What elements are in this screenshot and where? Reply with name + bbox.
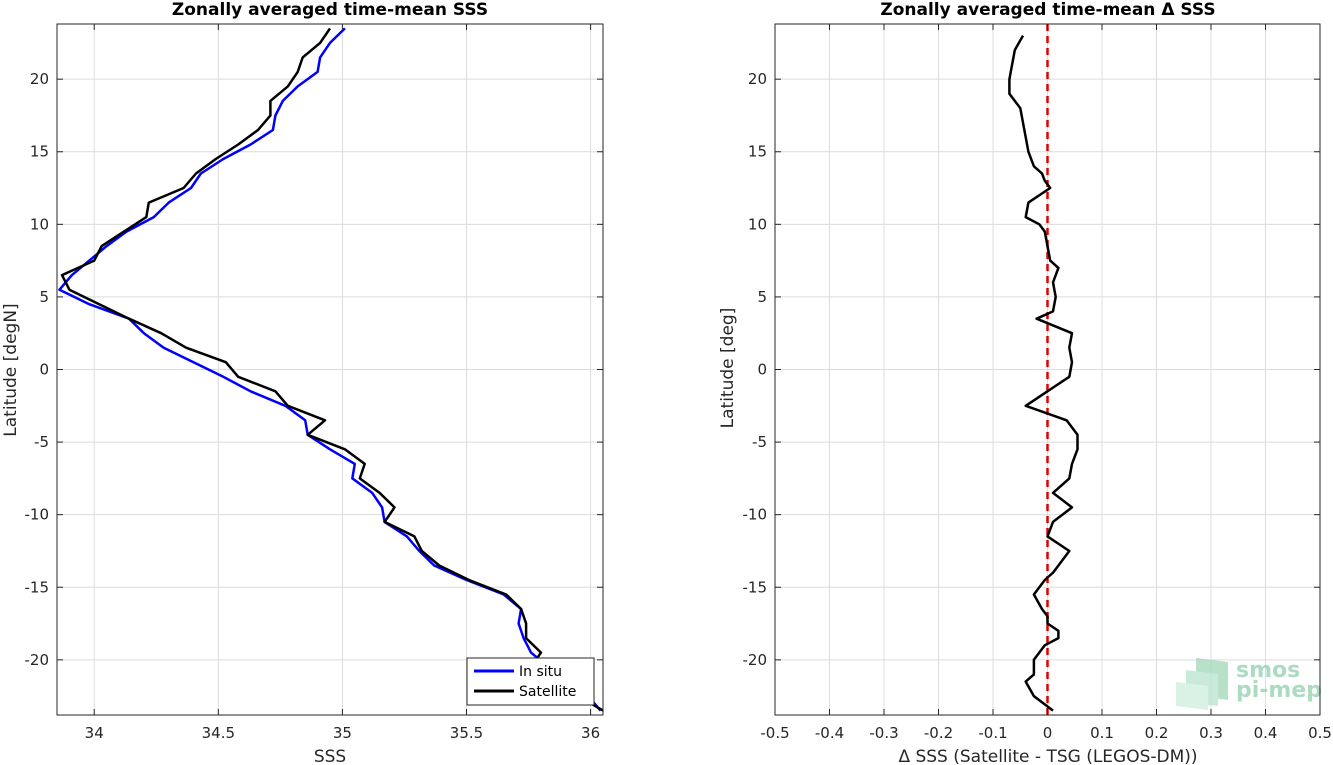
chart-title: Zonally averaged time-mean SSS xyxy=(172,0,488,20)
logo-text-smos: smos xyxy=(1236,658,1300,683)
x-tick-label: -0.2 xyxy=(924,724,953,742)
y-tick-label: 0 xyxy=(39,361,49,379)
series-layer xyxy=(58,27,604,712)
y-tick-label: -20 xyxy=(743,651,768,669)
x-tick-label: 0 xyxy=(1043,724,1053,742)
axis-ticks: -0.5 -0.4 -0.3 -0.2 -0.1 0 0.1 0.2 0.3 0.4 0.5 -20 -… xyxy=(743,24,1332,742)
x-tick-label: -0.5 xyxy=(760,724,789,742)
axis-ticks: 34 34.5 35 35.5 36 -20 -15 -10 -5 0 5 10 15 20 xyxy=(25,24,603,742)
x-tick-label: 35 xyxy=(333,724,352,742)
legend-label-in-situ: In situ xyxy=(519,664,562,680)
chart-title: Zonally averaged time-mean Δ SSS xyxy=(880,0,1215,20)
x-tick-label: 0.3 xyxy=(1199,724,1223,742)
y-tick-label: 15 xyxy=(30,143,49,161)
series-line-in-situ xyxy=(58,27,602,712)
y-tick-label: -15 xyxy=(743,578,768,596)
legend-label-satellite: Satellite xyxy=(519,684,576,700)
chart-delta-sss: Zonally averaged time-mean Δ SSS smos pi… xyxy=(718,0,1332,765)
y-tick-label: -15 xyxy=(25,578,50,596)
grid xyxy=(57,24,603,715)
x-tick-label: -0.1 xyxy=(978,724,1007,742)
x-tick-label: 0.5 xyxy=(1308,724,1332,742)
y-axis-label: Latitude [deg] xyxy=(718,308,738,429)
x-tick-label: 34.5 xyxy=(202,724,235,742)
logo-layer-icon xyxy=(1176,682,1208,710)
series-layer xyxy=(1008,34,1079,712)
logo-text-pi-mep: pi-mep xyxy=(1236,678,1322,703)
y-tick-label: -5 xyxy=(752,433,767,451)
y-tick-label: -5 xyxy=(34,433,49,451)
y-tick-label: 5 xyxy=(757,288,767,306)
y-tick-label: 15 xyxy=(748,143,767,161)
x-tick-label: 0.2 xyxy=(1145,724,1169,742)
y-tick-label: 10 xyxy=(30,215,49,233)
series-line-delta-sss xyxy=(1008,34,1079,712)
x-tick-label: -0.3 xyxy=(869,724,898,742)
x-tick-label: 0.1 xyxy=(1090,724,1114,742)
smos-pi-mep-logo: smos pi-mep xyxy=(1176,658,1322,710)
y-tick-label: -10 xyxy=(25,506,50,524)
grid xyxy=(774,24,1321,715)
chart-sss: Zonally averaged time-mean SSS 34 34.5 35 3… xyxy=(1,0,604,765)
x-tick-label: -0.4 xyxy=(815,724,844,742)
x-axis-label: SSS xyxy=(314,747,346,765)
y-tick-label: 20 xyxy=(748,70,767,88)
x-axis-label: Δ SSS (Satellite - TSG (LEGOS-DM)) xyxy=(898,747,1197,765)
x-tick-label: 36 xyxy=(581,724,600,742)
legend: In situ Satellite xyxy=(466,657,595,706)
series-line-satellite xyxy=(60,27,604,712)
y-tick-label: -20 xyxy=(25,651,50,669)
x-tick-label: 34 xyxy=(85,724,104,742)
x-tick-label: 35.5 xyxy=(450,724,483,742)
x-tick-label: 0.4 xyxy=(1254,724,1278,742)
y-tick-label: 5 xyxy=(39,288,49,306)
y-axis-label: Latitude [degN] xyxy=(1,303,21,436)
y-tick-label: 10 xyxy=(748,215,767,233)
legend-box xyxy=(466,657,595,706)
y-tick-label: 20 xyxy=(30,70,49,88)
y-tick-label: -10 xyxy=(743,506,768,524)
y-tick-label: 0 xyxy=(757,361,767,379)
